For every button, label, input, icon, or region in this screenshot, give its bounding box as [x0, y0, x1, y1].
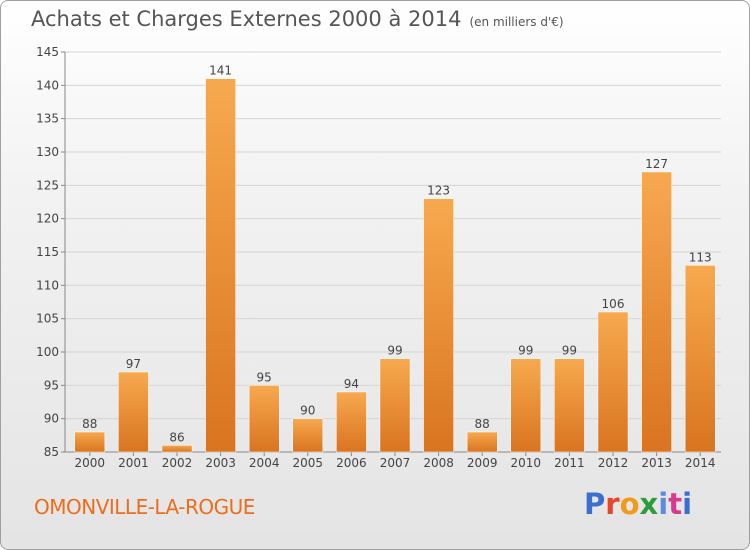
x-tick-label: 2003 [205, 456, 236, 470]
x-tick-label: 2010 [511, 456, 542, 470]
labels: 88 2000 97 2001 86 2002 141 2003 95 2004 90 2005 94 2… [75, 64, 716, 470]
x-tick-label: 2006 [336, 456, 367, 470]
x-tick-label: 2002 [162, 456, 193, 470]
bar [641, 171, 672, 453]
y-tick-label: 120 [36, 212, 59, 226]
bar [205, 78, 236, 453]
bar [684, 265, 716, 453]
bars [74, 78, 716, 453]
y-tick-label: 135 [36, 112, 59, 126]
y-tick-label: 90 [44, 412, 59, 426]
x-tick-label: 2012 [598, 456, 629, 470]
bar [74, 431, 106, 453]
data-label: 99 [387, 344, 402, 358]
y-tick-label: 140 [36, 78, 59, 92]
data-label: 99 [562, 344, 577, 358]
bar [423, 198, 454, 453]
y-tick-label: 95 [44, 378, 59, 392]
data-label: 106 [602, 297, 625, 311]
y-tick-label: 130 [36, 145, 59, 159]
data-label: 97 [126, 357, 141, 371]
bar [597, 311, 629, 453]
bar [248, 385, 280, 453]
x-tick-label: 2011 [554, 456, 585, 470]
data-label: 94 [344, 377, 359, 391]
x-tick-label: 2008 [423, 456, 454, 470]
y-tick-label: 110 [36, 278, 59, 292]
data-label: 95 [257, 370, 272, 384]
bar [554, 358, 585, 453]
proxiti-logo: Proxiti [584, 487, 693, 521]
y-tick-label: 125 [36, 178, 59, 192]
data-label: 141 [209, 64, 232, 78]
bar [292, 418, 324, 453]
chart-subtitle: (en milliers d'€) [469, 15, 564, 29]
bar [379, 358, 411, 453]
chart-title-text: Achats et Charges Externes 2000 à 2014 [31, 7, 462, 31]
x-tick-label: 2001 [118, 456, 149, 470]
x-tick-label: 2007 [380, 456, 411, 470]
x-tick-label: 2009 [467, 456, 498, 470]
y-tick-label: 100 [36, 345, 59, 359]
y-tick-label: 85 [44, 445, 59, 459]
bar [161, 445, 193, 453]
y-tick-label: 115 [36, 245, 59, 259]
commune-name: OMONVILLE-LA-ROGUE [34, 495, 255, 519]
data-label: 123 [427, 184, 450, 198]
bar [118, 371, 149, 453]
data-label: 88 [82, 417, 97, 431]
x-tick-label: 2004 [249, 456, 280, 470]
data-label: 90 [300, 404, 315, 418]
y-tick-label: 105 [36, 312, 59, 326]
data-label: 113 [689, 250, 712, 264]
x-tick-label: 2005 [293, 456, 324, 470]
chart-title: Achats et Charges Externes 2000 à 2014 (e… [31, 7, 564, 31]
data-label: 86 [169, 430, 184, 444]
data-label: 88 [475, 417, 490, 431]
bar [466, 431, 498, 453]
data-label: 127 [645, 157, 668, 171]
bar [336, 391, 367, 453]
x-tick-label: 2014 [685, 456, 716, 470]
x-tick-label: 2000 [75, 456, 106, 470]
axes: 85 90 95 100 105 110 115 120 125 130 135 140 145 [36, 45, 721, 459]
bar [510, 358, 542, 453]
y-tick-label: 145 [36, 45, 59, 59]
data-label: 99 [518, 344, 533, 358]
x-tick-label: 2013 [641, 456, 672, 470]
